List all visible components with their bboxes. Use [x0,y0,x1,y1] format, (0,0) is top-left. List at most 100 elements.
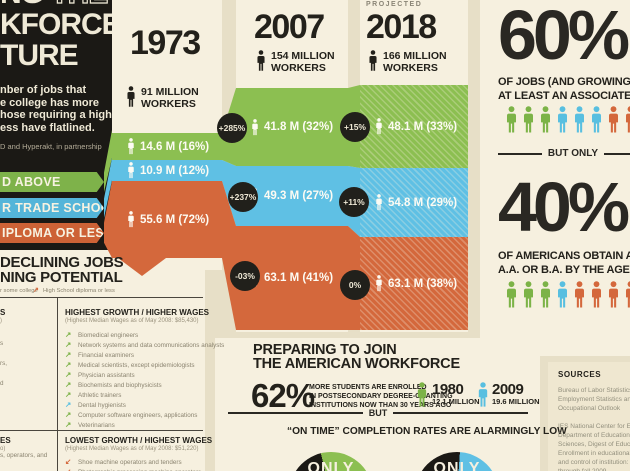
clipped-subtitle-fragment: o) [0,446,6,452]
growth-arrow-icon: ↗ [65,410,72,420]
decline-arrow-icon: ↙ [65,468,74,471]
person-icon [624,281,630,309]
band-1973-green: 14.6 M (16%) [112,133,222,160]
declining-heading-line2: NING POTENTIAL [0,269,123,286]
education-band-hs-or-less: IPLOMA OR LESS [0,223,104,243]
workers-1973-line1: 91 MILLION [141,86,199,98]
job-name: Biochemists and biophysicists [78,381,162,389]
job-item: ↗ Financial examiners [65,350,224,360]
job-name: Shoe machine operators and tenders [78,458,182,466]
lowest-growth-subtitle: (Highest Median Wages as of May 2008: $5… [65,446,199,452]
enrollment-2009-year: 2009 [492,381,524,398]
preparing-heading-line1: PREPARING TO JOIN [253,342,397,358]
job-name: Photographic processing machine operator… [78,469,201,471]
person-icon [127,138,135,155]
person-icon [539,106,552,134]
panel-preparing [215,338,540,471]
but-label: BUT [368,408,388,418]
person-icon [573,281,586,309]
person-icon [251,118,259,136]
sources-text: Bureau of Labor Statistics O Employment S… [558,386,630,471]
but-only-label: BUT ONLY [547,148,599,159]
person-icon [607,281,620,309]
person-icon [573,106,586,134]
growth-arrow-icon: ↗ [65,350,72,360]
badge-orange-2007: -03% [230,261,260,291]
sources-line: and control of institution: S [558,459,630,466]
band-1973-orange: 55.6 M (72%) [112,181,222,258]
band-value: 10.9 M (12%) [140,164,210,177]
band-1973-blue: 10.9 M (12%) [112,160,222,181]
intro-paragraph-line: hose requiring a high [0,109,112,121]
pie-chart-completion-1: ONLY [289,452,373,471]
job-item: ↙ Photographic processing machine operat… [65,467,201,471]
education-band-label: IPLOMA OR LESS [2,226,113,240]
job-item: ↗ Dental hygienists [65,400,224,410]
job-item: ↗ Medical scientists, except epidemiolog… [65,360,224,370]
intro-paragraph: nber of jobs that e college has more hose … [0,84,112,134]
panel-sources [548,362,630,471]
enrollment-1980-year: 1980 [432,381,464,398]
job-item: ↗ Network systems and data communication… [65,340,224,350]
band-2018-orange: 63.1 M (38%) [360,237,468,330]
growth-arrow-icon: ↗ [65,360,72,370]
band-2007-green: 41.8 M (32%) [236,88,348,166]
poster-title: NG THE KFORCE TURE [0,0,112,72]
flow-orange-labels-1973 [104,181,112,258]
legend-item-hs: High School diploma or less [43,288,115,294]
education-band-label: R TRADE SCHOOL [2,201,119,215]
band-2018-green: 48.1 M (33%) [360,85,468,168]
job-name: Financial examiners [78,351,134,359]
icon-row-60 [505,106,630,134]
divider [0,430,203,431]
clipped-item-fragment: rs, [0,360,7,367]
job-item: ↗ Biomedical engineers [65,330,224,340]
band-value: 41.8 M (32%) [264,121,334,133]
stat-40-value: 40% [498,168,630,246]
person-icon [375,194,383,211]
growth-arrow-icon: ↗ [65,380,72,390]
person-icon [607,106,620,134]
job-name: Dental hygienists [78,401,126,409]
person-icon [368,50,378,72]
declining-heading-line1: DECLINING JOBS [0,254,124,271]
workers-2018-line2: WORKERS [383,62,438,74]
band-value: 55.6 M (72%) [140,213,210,226]
person-icon [556,281,569,309]
person-icon [505,106,518,134]
but-divider: BUT [228,408,528,418]
highest-growth-title: HIGHEST GROWTH / HIGHER WAGES [65,308,210,317]
job-name: Network systems and data communications … [78,341,225,349]
education-band-label: D ABOVE [2,175,61,189]
education-band-trade-school: R TRADE SCHOOL [0,198,104,218]
sources-line: Bureau of Labor Statistics O [558,387,630,394]
panel-declining-jobs [0,250,205,471]
job-name: Computer software engineers, application… [78,411,198,419]
job-item: ↙ Shoe machine operators and tenders [65,457,201,467]
panel-right-stats [480,0,630,356]
stat-62-line: MORE STUDENTS ARE ENROLLED [309,384,427,391]
person-icon [624,106,630,134]
sources-line: Department of Education I [558,432,630,439]
sources-line: Sciences, Digest of Educati [558,441,630,448]
job-name: Biomedical engineers [78,331,139,339]
pie-label: ONLY [307,460,355,471]
band-value: 49.3 M (27%) [264,190,334,202]
projected-tag: PROJECTED [366,1,423,8]
badge-green-2018: +15% [340,112,370,142]
year-2018: 2018 [366,8,437,46]
job-item: ↗ Veterinarians [65,420,224,430]
person-icon [127,162,135,179]
lowest-growth-list: ↙ Shoe machine operators and tenders ↙ P… [65,457,201,471]
clipped-item-fragment: s, operators, and [0,452,48,459]
clipped-item-fragment: d [0,380,4,387]
icon-row-40 [505,281,630,309]
job-item: ↗ Athletic trainers [65,390,224,400]
badge-orange-2018: 0% [340,270,370,300]
up-right-arrow-icon: ↗ [33,287,39,294]
clipped-heading-fragment: S [0,308,6,317]
highest-growth-list: ↗ Biomedical engineers ↗ Network systems… [65,330,224,430]
sources-title: SOURCES [558,370,602,379]
stat-62-line: INSTITUTIONS NOW THAN 30 YEARS AGO [309,402,452,409]
